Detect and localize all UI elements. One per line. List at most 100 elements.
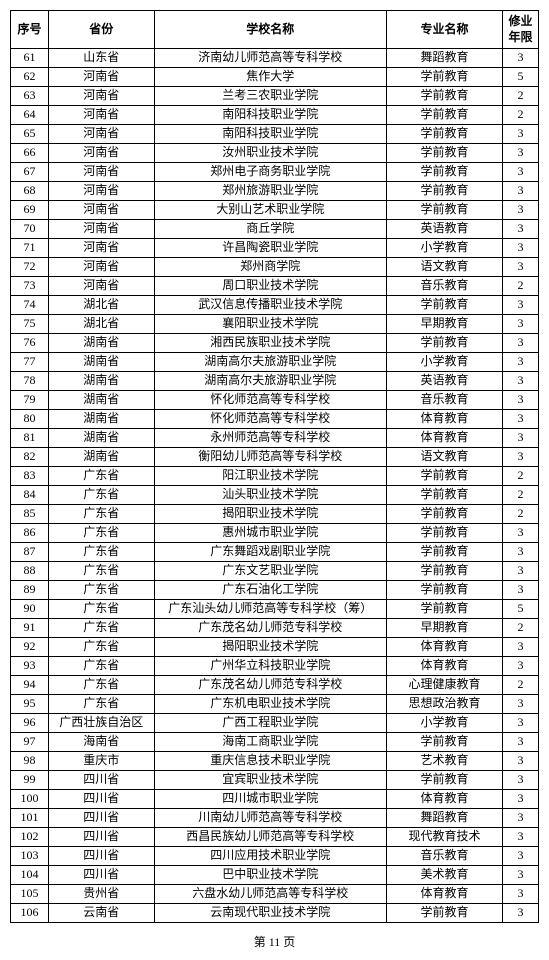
cell-school: 郑州电子商务职业学院 xyxy=(154,163,386,182)
cell-years: 2 xyxy=(503,277,539,296)
cell-years: 3 xyxy=(503,524,539,543)
cell-school: 襄阳职业技术学院 xyxy=(154,315,386,334)
cell-seq: 79 xyxy=(11,391,49,410)
cell-seq: 95 xyxy=(11,695,49,714)
cell-school: 济南幼儿师范高等专科学校 xyxy=(154,49,386,68)
table-row: 78湖南省湖南高尔夫旅游职业学院英语教育3 xyxy=(11,372,539,391)
cell-school: 广东机电职业技术学院 xyxy=(154,695,386,714)
cell-school: 郑州旅游职业学院 xyxy=(154,182,386,201)
cell-years: 3 xyxy=(503,429,539,448)
cell-school: 阳江职业技术学院 xyxy=(154,467,386,486)
cell-seq: 82 xyxy=(11,448,49,467)
table-row: 104四川省巴中职业技术学院美术教育3 xyxy=(11,866,539,885)
cell-years: 3 xyxy=(503,163,539,182)
cell-school: 揭阳职业技术学院 xyxy=(154,505,386,524)
table-row: 75湖北省襄阳职业技术学院早期教育3 xyxy=(11,315,539,334)
cell-school: 汝州职业技术学院 xyxy=(154,144,386,163)
cell-years: 3 xyxy=(503,752,539,771)
cell-years: 3 xyxy=(503,125,539,144)
cell-years: 3 xyxy=(503,885,539,904)
cell-school: 郑州商学院 xyxy=(154,258,386,277)
cell-years: 3 xyxy=(503,372,539,391)
table-row: 81湖南省永州师范高等专科学校体育教育3 xyxy=(11,429,539,448)
cell-major: 体育教育 xyxy=(386,429,502,448)
cell-major: 学前教育 xyxy=(386,486,502,505)
cell-major: 学前教育 xyxy=(386,144,502,163)
cell-years: 3 xyxy=(503,638,539,657)
cell-years: 3 xyxy=(503,391,539,410)
table-row: 87广东省广东舞蹈戏剧职业学院学前教育3 xyxy=(11,543,539,562)
cell-province: 河南省 xyxy=(49,125,155,144)
cell-major: 现代教育技术 xyxy=(386,828,502,847)
cell-major: 学前教育 xyxy=(386,201,502,220)
cell-province: 四川省 xyxy=(49,809,155,828)
cell-years: 3 xyxy=(503,353,539,372)
cell-major: 学前教育 xyxy=(386,334,502,353)
cell-province: 湖南省 xyxy=(49,410,155,429)
cell-seq: 86 xyxy=(11,524,49,543)
cell-school: 兰考三农职业学院 xyxy=(154,87,386,106)
table-row: 71河南省许昌陶瓷职业学院小学教育3 xyxy=(11,239,539,258)
cell-seq: 103 xyxy=(11,847,49,866)
cell-province: 河南省 xyxy=(49,277,155,296)
table-row: 82湖南省衡阳幼儿师范高等专科学校语文教育3 xyxy=(11,448,539,467)
cell-seq: 102 xyxy=(11,828,49,847)
cell-major: 学前教育 xyxy=(386,296,502,315)
cell-major: 早期教育 xyxy=(386,315,502,334)
cell-seq: 63 xyxy=(11,87,49,106)
cell-years: 3 xyxy=(503,847,539,866)
cell-seq: 84 xyxy=(11,486,49,505)
table-row: 100四川省四川城市职业学院体育教育3 xyxy=(11,790,539,809)
cell-seq: 72 xyxy=(11,258,49,277)
cell-seq: 88 xyxy=(11,562,49,581)
cell-years: 3 xyxy=(503,296,539,315)
cell-school: 永州师范高等专科学校 xyxy=(154,429,386,448)
cell-seq: 99 xyxy=(11,771,49,790)
table-row: 66河南省汝州职业技术学院学前教育3 xyxy=(11,144,539,163)
cell-seq: 67 xyxy=(11,163,49,182)
cell-province: 湖南省 xyxy=(49,353,155,372)
table-row: 61山东省济南幼儿师范高等专科学校舞蹈教育3 xyxy=(11,49,539,68)
cell-province: 湖南省 xyxy=(49,391,155,410)
cell-major: 美术教育 xyxy=(386,866,502,885)
cell-province: 四川省 xyxy=(49,771,155,790)
cell-school: 商丘学院 xyxy=(154,220,386,239)
table-row: 70河南省商丘学院英语教育3 xyxy=(11,220,539,239)
cell-major: 学前教育 xyxy=(386,904,502,923)
table-row: 85广东省揭阳职业技术学院学前教育2 xyxy=(11,505,539,524)
table-body: 61山东省济南幼儿师范高等专科学校舞蹈教育362河南省焦作大学学前教育563河南… xyxy=(11,49,539,923)
table-row: 91广东省广东茂名幼儿师范专科学校早期教育2 xyxy=(11,619,539,638)
cell-seq: 81 xyxy=(11,429,49,448)
cell-years: 3 xyxy=(503,828,539,847)
cell-years: 2 xyxy=(503,106,539,125)
cell-province: 广东省 xyxy=(49,657,155,676)
table-row: 94广东省广东茂名幼儿师范专科学校心理健康教育2 xyxy=(11,676,539,695)
cell-major: 艺术教育 xyxy=(386,752,502,771)
cell-seq: 68 xyxy=(11,182,49,201)
cell-province: 四川省 xyxy=(49,847,155,866)
cell-province: 重庆市 xyxy=(49,752,155,771)
cell-major: 心理健康教育 xyxy=(386,676,502,695)
cell-seq: 66 xyxy=(11,144,49,163)
table-row: 96广西壮族自治区广西工程职业学院小学教育3 xyxy=(11,714,539,733)
cell-seq: 101 xyxy=(11,809,49,828)
cell-province: 湖南省 xyxy=(49,448,155,467)
table-row: 106云南省云南现代职业技术学院学前教育3 xyxy=(11,904,539,923)
cell-years: 3 xyxy=(503,49,539,68)
table-row: 69河南省大别山艺术职业学院学前教育3 xyxy=(11,201,539,220)
cell-years: 3 xyxy=(503,239,539,258)
cell-seq: 64 xyxy=(11,106,49,125)
cell-seq: 75 xyxy=(11,315,49,334)
cell-school: 海南工商职业学院 xyxy=(154,733,386,752)
cell-province: 广东省 xyxy=(49,695,155,714)
cell-province: 河南省 xyxy=(49,163,155,182)
cell-seq: 98 xyxy=(11,752,49,771)
cell-major: 思想政治教育 xyxy=(386,695,502,714)
cell-province: 四川省 xyxy=(49,866,155,885)
cell-major: 体育教育 xyxy=(386,638,502,657)
cell-major: 学前教育 xyxy=(386,600,502,619)
cell-years: 3 xyxy=(503,144,539,163)
cell-province: 广东省 xyxy=(49,486,155,505)
cell-seq: 97 xyxy=(11,733,49,752)
cell-major: 学前教育 xyxy=(386,733,502,752)
